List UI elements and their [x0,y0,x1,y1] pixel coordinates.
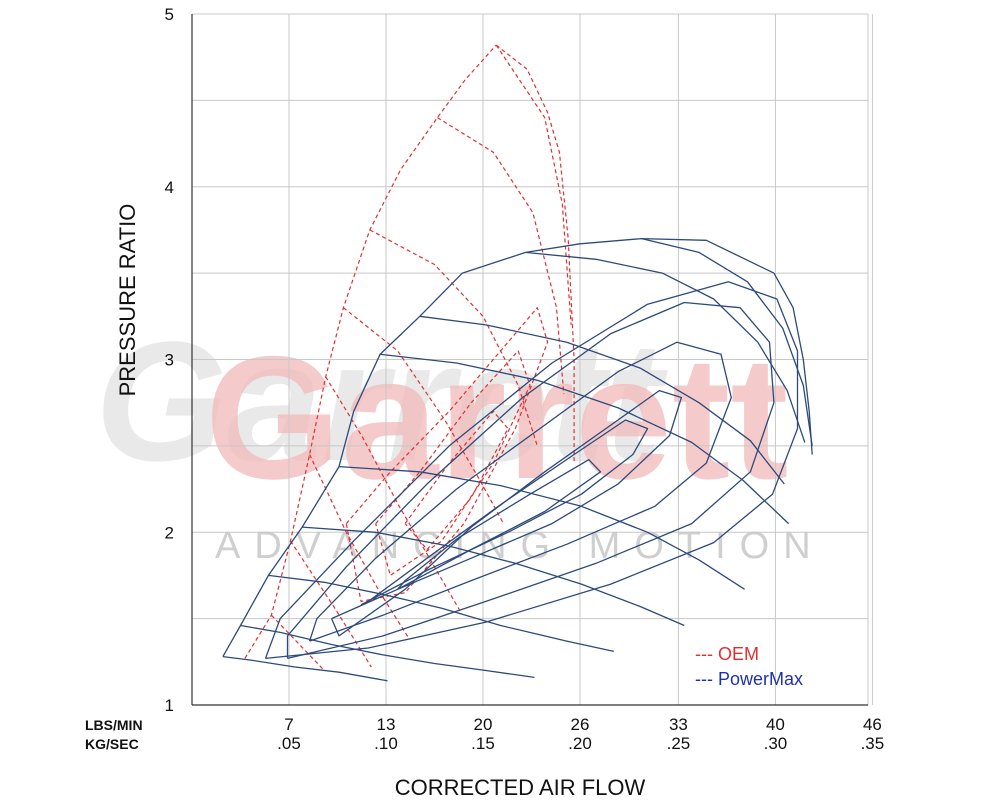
speed-line [222,655,388,682]
x-tick-label-primary: 13 [377,715,396,734]
speed-line [380,353,790,525]
legend-entry-powermax: --- PowerMax [695,669,803,689]
efficiency-island [397,459,602,590]
choke-line [773,272,813,455]
speed-line [343,307,505,524]
speed-line [302,526,685,627]
x-tick-label-secondary: .30 [764,734,788,753]
efficiency-island [375,350,531,577]
speed-line [437,117,565,395]
y-tick-label: 3 [165,351,174,370]
watermark-brand-text: Garrett [205,321,789,516]
x-tick-label-primary: 40 [766,715,785,734]
legend-entry-oem: --- OEM [695,644,759,664]
efficiency-island [286,301,775,660]
x-tick-label-primary: 7 [284,715,293,734]
efficiency-island [308,341,732,642]
chart-legend: --- OEM --- PowerMax [695,644,803,689]
x-unit-primary-label: LBS/MIN [85,717,143,733]
speed-line [641,237,813,446]
series-layer [222,44,813,682]
x-tick-label-secondary: .10 [374,734,398,753]
x-tick-label-secondary: .25 [667,734,691,753]
efficiency-island [360,419,649,606]
speed-line [268,574,614,653]
y-tick-label: 2 [165,523,174,542]
speed-line [419,315,785,485]
x-tick-label-secondary: .20 [568,734,592,753]
x-tick-label-secondary: .05 [277,734,301,753]
series-powermax [222,237,813,682]
y-tick-label: 4 [165,178,174,197]
x-tick-label-primary: 33 [669,715,688,734]
speed-line [525,251,806,443]
y-tick-label: 5 [165,5,174,24]
y-tick-label: 1 [165,696,174,715]
surge-line [244,44,497,659]
x-axis-title: CORRECTED AIR FLOW [395,775,646,800]
speed-line [240,624,535,679]
surge-line [222,237,775,657]
y-axis-title: PRESSURE RATIO [115,204,140,397]
speed-line [289,540,372,668]
speed-line [338,465,745,590]
x-tick-label-primary: 26 [571,715,590,734]
efficiency-island [264,281,799,660]
x-tick-label-primary: 46 [863,715,882,734]
x-tick-label-primary: 20 [474,715,493,734]
speed-line [309,454,411,640]
watermark-tagline-text: ADVANCING MOTION [215,525,825,567]
x-tick-label-secondary: .35 [861,734,885,753]
speed-line [325,376,461,611]
speed-line [495,44,572,325]
chart-labels: LBS/MIN KG/SEC CORRECTED AIR FLOW PRESSU… [85,5,884,800]
chart-grid [192,13,873,706]
x-unit-secondary-label: KG/SEC [85,736,139,752]
x-tick-label-secondary: .15 [471,734,495,753]
speed-line [270,614,325,671]
chart-axes [191,14,868,706]
efficiency-island [404,410,509,551]
